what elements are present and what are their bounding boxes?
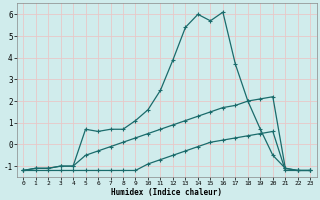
X-axis label: Humidex (Indice chaleur): Humidex (Indice chaleur) xyxy=(111,188,222,197)
